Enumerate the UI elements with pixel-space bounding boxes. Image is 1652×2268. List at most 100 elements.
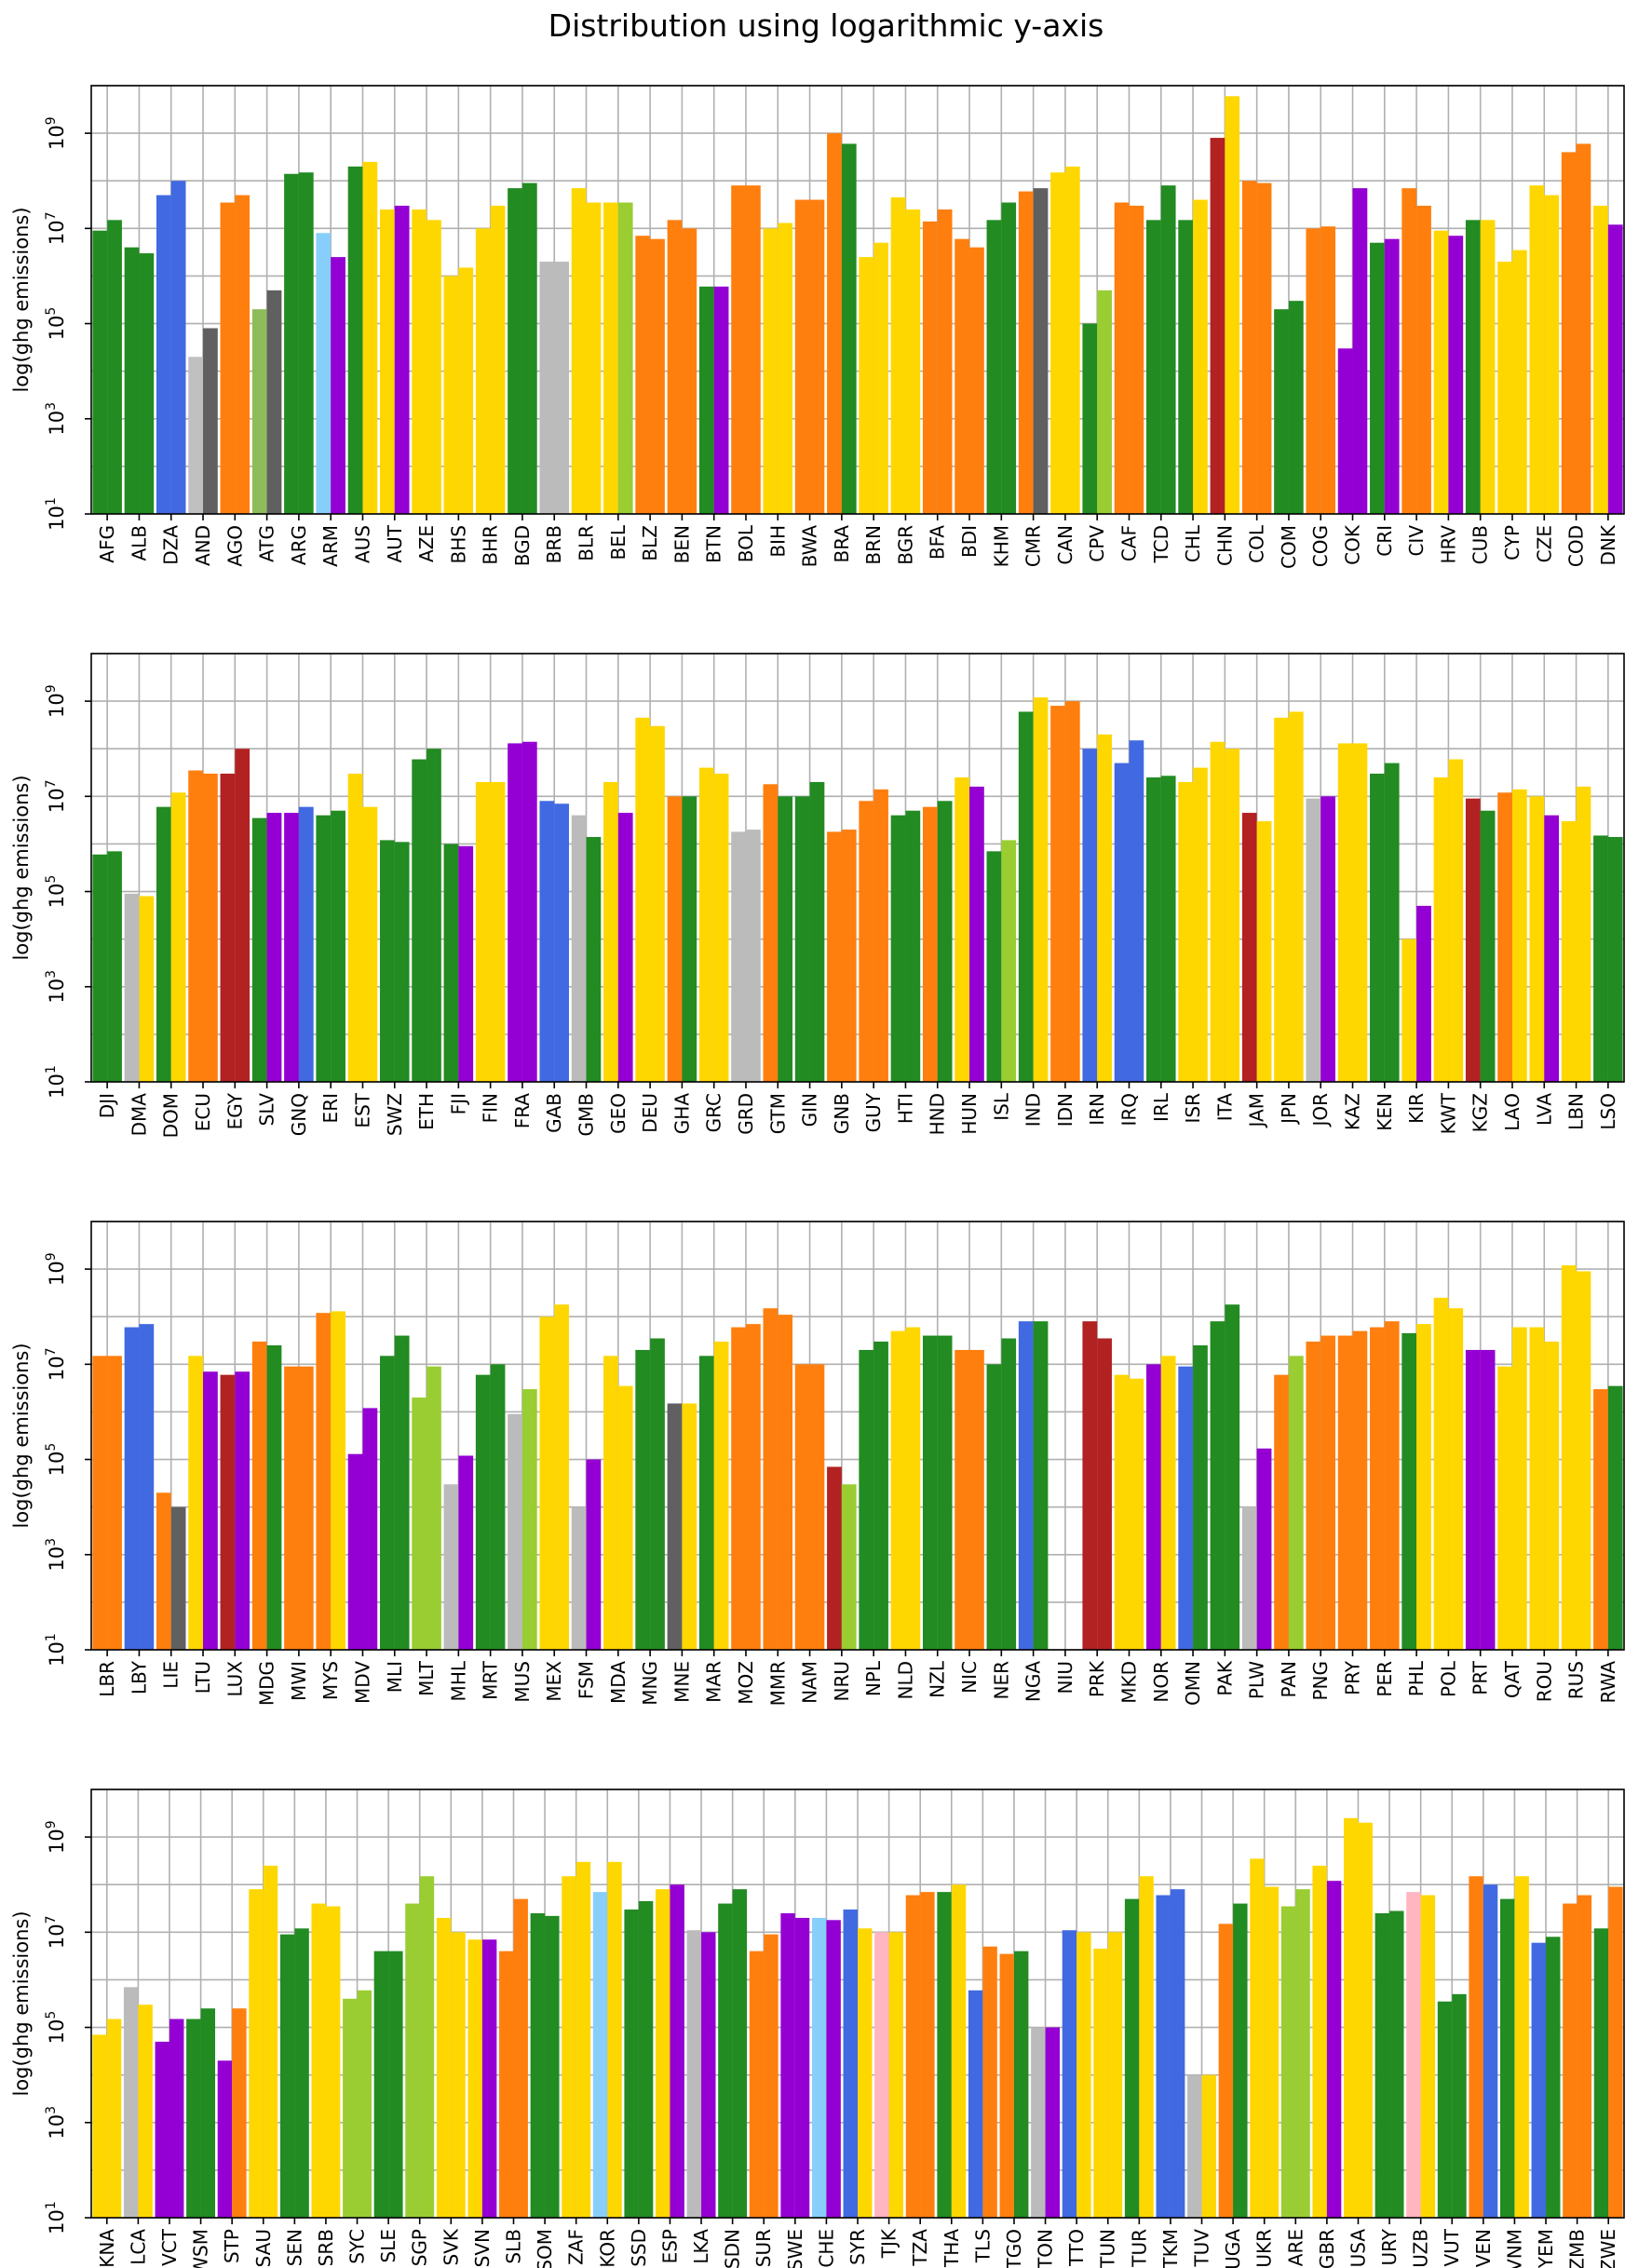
bar-AGO-b: [235, 195, 251, 514]
bar-AZE-b: [427, 220, 441, 514]
bar-FJI-a: [443, 844, 459, 1082]
x-tick-label: AGO: [223, 525, 246, 567]
x-tick-label: COG: [1309, 525, 1332, 567]
x-tick-label: SSD: [628, 2229, 650, 2267]
bar-LBR-b: [107, 1356, 122, 1650]
bar-SDN-b: [732, 1889, 748, 2218]
bar-GTM-a: [763, 784, 779, 1082]
subplot-4: 101 103 105 107 109 log(ghg emissions) KNA LCA V…: [10, 1789, 1625, 2268]
bar-MDV-b: [362, 1408, 378, 1650]
x-tick-label: IRN: [1086, 1093, 1108, 1126]
bar-MAR-b: [713, 1341, 729, 1650]
x-tick-label: GEO: [607, 1093, 630, 1134]
bar-ITA-b: [1225, 749, 1240, 1082]
bar-BFA-b: [937, 209, 953, 514]
x-tick-label: JOR: [1309, 1093, 1332, 1128]
bar-IRQ-b: [1129, 740, 1144, 1082]
bar-GMB-a: [571, 815, 587, 1082]
bar-TON-a: [1031, 2027, 1046, 2218]
x-tick-label: QAT: [1501, 1660, 1523, 1698]
x-tick-label: BGR: [894, 525, 916, 565]
x-tick-label: ZMB: [1566, 2229, 1589, 2268]
bar-NIC-b: [969, 1349, 984, 1650]
x-tick-label: EGY: [223, 1092, 246, 1129]
bar-MDA-b: [617, 1385, 633, 1650]
y-axis-label: log(ghg emissions): [10, 207, 33, 392]
bar-PRK-a: [1082, 1321, 1098, 1650]
bar-SOM-a: [530, 1912, 546, 2218]
bar-COM-b: [1288, 301, 1304, 514]
y-tick-label: 105: [44, 1443, 68, 1477]
bar-PER-b: [1384, 1321, 1400, 1650]
x-tick-label: BIH: [766, 525, 789, 558]
bar-CAF-a: [1114, 202, 1130, 515]
bar-CAN-a: [1050, 172, 1065, 515]
bar-BEN-a: [667, 220, 683, 514]
bar-BRA-b: [841, 143, 857, 514]
bar-BEL-b: [617, 202, 633, 515]
bar-KGZ-b: [1480, 810, 1496, 1082]
bar-DZA-a: [156, 195, 171, 514]
bar-BEN-b: [682, 228, 697, 515]
x-tick-label: GUY: [862, 1092, 885, 1132]
bar-DNK-b: [1607, 224, 1623, 514]
bar-TCD-a: [1145, 220, 1161, 514]
bar-BLZ-a: [635, 236, 651, 514]
bar-LUX-a: [220, 1374, 236, 1650]
bar-LVA-a: [1529, 796, 1545, 1082]
bar-CHN-a: [1210, 138, 1225, 515]
bar-BGR-a: [890, 196, 906, 515]
bar-COL-a: [1241, 181, 1257, 514]
x-tick-label: DZA: [160, 525, 183, 565]
x-tick-label: BGD: [511, 525, 534, 566]
bar-PAK-a: [1210, 1321, 1225, 1650]
x-tick-label: NLD: [894, 1661, 916, 1700]
bar-ECU-a: [188, 770, 204, 1082]
x-tick-label: TUV: [1191, 2229, 1213, 2268]
x-tick-label: PAN: [1278, 1661, 1300, 1697]
bar-TUN-b: [1107, 1932, 1123, 2218]
bar-ETH-b: [427, 749, 441, 1082]
bar-NRU-b: [841, 1484, 857, 1650]
x-tick-label: PRK: [1086, 1660, 1108, 1697]
bar-KHM-b: [1001, 202, 1017, 515]
bar-URY-b: [1389, 1910, 1404, 2218]
y-tick-label: 103: [44, 402, 68, 436]
x-tick-label: KIR: [1405, 1093, 1428, 1124]
bar-MWI-a: [284, 1366, 299, 1650]
bar-UKR-b: [1264, 1886, 1280, 2218]
bar-PER-a: [1370, 1327, 1385, 1650]
plot-frame: [90, 1221, 1625, 1651]
bar-MDG-b: [266, 1344, 282, 1650]
x-tick-label: GNB: [831, 1093, 853, 1134]
bar-ARG-b: [298, 172, 314, 515]
bar-THA-b: [951, 1884, 967, 2218]
bar-GUY-a: [859, 801, 874, 1082]
bar-SUR-b: [764, 1934, 779, 2218]
bar-KEN-a: [1370, 773, 1385, 1082]
bar-DEU-b: [650, 725, 665, 1082]
bar-ALB-b: [139, 253, 155, 514]
bar-LSO-a: [1593, 835, 1608, 1082]
x-tick-label: BDI: [958, 525, 981, 558]
bar-THA-a: [937, 1892, 952, 2218]
bar-CUB-a: [1465, 220, 1481, 514]
x-tick-label: OMN: [1182, 1661, 1204, 1706]
x-tick-label: ROU: [1533, 1661, 1555, 1702]
x-tick-label: ALB: [128, 525, 150, 561]
x-tick-label: CPV: [1086, 525, 1108, 562]
bar-ARE-a: [1280, 1906, 1296, 2218]
x-tick-label: LBN: [1565, 1093, 1588, 1130]
bar-MWI-b: [298, 1366, 314, 1650]
x-tick-label: SAU: [252, 2229, 275, 2267]
bar-CRI-b: [1384, 238, 1400, 514]
x-tick-label: HRV: [1437, 525, 1459, 564]
bar-RWA-b: [1607, 1385, 1623, 1650]
bar-JOR-b: [1320, 796, 1336, 1082]
x-tick-label: CIV: [1405, 525, 1428, 557]
y-axis-label: log(ghg emissions): [10, 1910, 33, 2096]
x-tick-label: CZE: [1533, 525, 1555, 562]
bar-YEM-b: [1546, 1937, 1561, 2218]
bar-ZAF-b: [575, 1861, 591, 2218]
x-tick-label: SLE: [377, 2229, 399, 2262]
